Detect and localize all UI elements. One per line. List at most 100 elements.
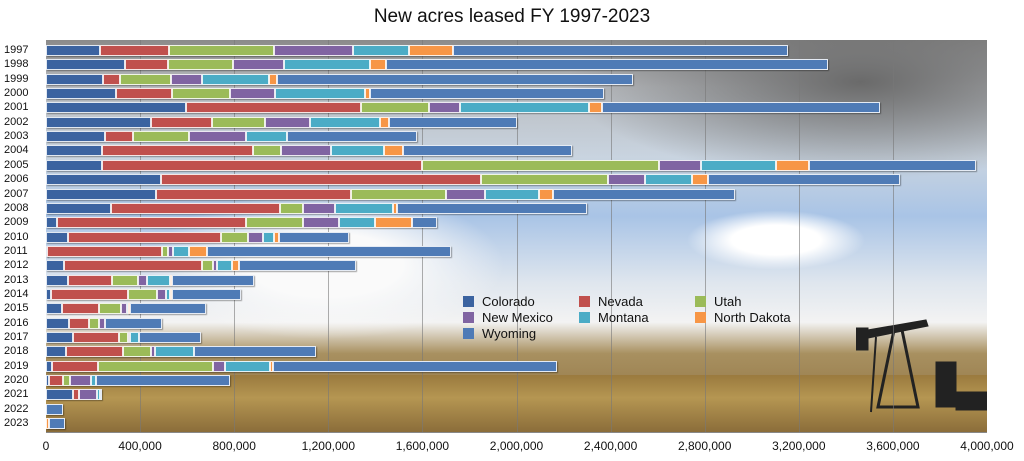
bar-montana-1997 (352, 45, 409, 56)
bar-nevada-2010 (68, 231, 222, 243)
bar-montana-2008 (335, 202, 393, 214)
bar-utah-2017 (119, 332, 129, 343)
bar-utah-2016 (89, 317, 100, 329)
bar-north-dakota-1999 (269, 73, 278, 85)
gridline (610, 40, 612, 432)
bar-nevada-2000 (116, 88, 173, 100)
legend-label: Wyoming (482, 326, 537, 341)
y-tick-label: 2000 (4, 87, 29, 100)
bar-colorado-2020 (46, 375, 50, 387)
bar-utah-2013 (112, 274, 139, 286)
bar-nevada-1998 (125, 59, 169, 71)
bar-colorado-2019 (46, 360, 53, 372)
bar-montana-2001 (459, 102, 589, 114)
y-tick-label: 1997 (4, 44, 29, 56)
bar-nevada-2019 (52, 360, 99, 372)
x-tick-label: 400,000 (118, 439, 162, 453)
bar-wyoming-2022 (46, 403, 63, 415)
bar-wyoming-2021 (100, 389, 103, 401)
bar-wyoming-1998 (386, 59, 828, 71)
bar-montana-2000 (275, 88, 366, 100)
gridline (516, 40, 518, 432)
bar-wyoming-2018 (194, 346, 317, 358)
bar-new-mexico-2004 (281, 145, 332, 157)
legend-item-wyoming: Wyoming (463, 326, 536, 341)
y-tick-label: 2008 (4, 201, 29, 214)
x-tick-label: 2,400,000 (583, 439, 638, 453)
bar-new-mexico-1998 (233, 59, 285, 71)
y-tick-label: 2016 (4, 316, 29, 329)
bar-utah-2012 (202, 260, 214, 272)
bar-colorado-2009 (46, 217, 58, 229)
bar-utah-2009 (246, 217, 304, 229)
bar-wyoming-2003 (287, 131, 418, 143)
bar-nevada-2005 (101, 159, 423, 171)
pumpjack-silhouette (856, 319, 987, 413)
gridline (422, 40, 424, 432)
bar-montana-2006 (645, 174, 693, 186)
bar-new-mexico-2014 (157, 288, 166, 300)
y-tick-label: 1999 (4, 72, 29, 85)
bar-colorado-2012 (46, 260, 65, 272)
legend-swatch (579, 296, 590, 307)
bar-north-dakota-2000 (365, 88, 371, 100)
plot-area (46, 40, 987, 432)
background-cloud (686, 210, 866, 270)
bar-montana-2012 (217, 260, 233, 272)
legend-label: Montana (598, 310, 649, 325)
bar-colorado-1999 (46, 73, 104, 85)
bar-new-mexico-2015 (121, 303, 128, 315)
y-tick-label: 2004 (4, 144, 29, 157)
y-tick-label: 2021 (4, 388, 29, 401)
bar-colorado-2015 (46, 303, 62, 315)
bar-wyoming-2009 (412, 217, 438, 229)
bar-new-mexico-2002 (265, 116, 311, 128)
bar-new-mexico-2018 (151, 346, 156, 358)
bar-montana-2013 (147, 274, 171, 286)
y-tick-label: 2005 (4, 158, 29, 171)
chart-title: New acres leased FY 1997-2023 (373, 6, 651, 27)
bar-north-dakota-1998 (370, 59, 387, 71)
bar-utah-2002 (212, 116, 266, 128)
bar-new-mexico-2006 (608, 174, 646, 186)
bar-wyoming-2012 (239, 260, 356, 272)
bar-wyoming-2001 (601, 102, 880, 114)
bar-north-dakota-2023 (46, 418, 50, 430)
bar-new-mexico-2016 (99, 317, 106, 329)
bar-north-dakota-2014 (169, 288, 173, 300)
y-tick-label: 2019 (4, 359, 29, 372)
y-tick-label: 2015 (4, 302, 29, 315)
x-tick-label: 3,600,000 (866, 439, 920, 453)
bar-colorado-1998 (46, 59, 126, 71)
bar-utah-2001 (361, 102, 430, 114)
bar-montana-2002 (310, 116, 380, 128)
legend-item-nevada: Nevada (579, 294, 643, 309)
bar-utah-2019 (98, 360, 214, 372)
bar-nevada-2006 (161, 174, 482, 186)
y-tick-label: 2013 (4, 273, 29, 286)
legend-label: Nevada (598, 294, 643, 309)
bar-new-mexico-2003 (189, 131, 247, 143)
x-tick-label: 1,600,000 (395, 439, 450, 453)
bar-wyoming-2014 (172, 288, 242, 300)
x-tick-label: 4,000,000 (960, 439, 1014, 453)
bar-utah-1999 (120, 73, 172, 85)
y-tick-label: 2002 (4, 115, 29, 128)
y-tick-label: 2018 (4, 345, 29, 358)
x-tick-label: 0 (42, 439, 50, 453)
bar-utah-1998 (168, 59, 234, 71)
bar-wyoming-2004 (403, 145, 573, 157)
bar-wyoming-2023 (49, 418, 66, 430)
bar-new-mexico-2020 (70, 375, 92, 387)
bar-nevada-2007 (156, 188, 352, 200)
bar-colorado-2006 (46, 174, 162, 186)
bar-new-mexico-2007 (446, 188, 486, 200)
bar-north-dakota-1997 (408, 45, 454, 56)
bar-utah-2010 (221, 231, 249, 243)
bar-colorado-2002 (46, 116, 152, 128)
bar-nevada-1997 (100, 45, 170, 56)
x-tick-label: 2,800,000 (677, 439, 732, 453)
bar-new-mexico-2000 (230, 88, 276, 100)
bar-nevada-2016 (69, 317, 90, 329)
bar-wyoming-2010 (279, 231, 349, 243)
